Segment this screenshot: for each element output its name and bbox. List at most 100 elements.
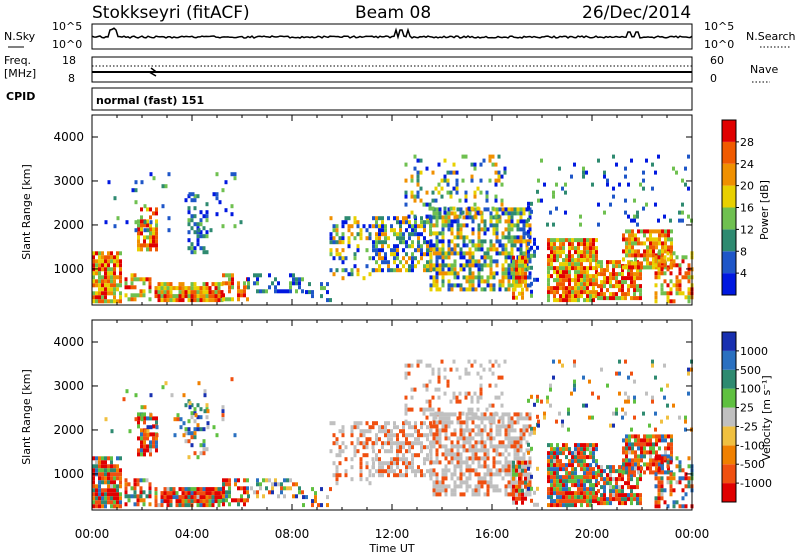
echo-cell (516, 239, 520, 244)
echo-cell (137, 424, 140, 429)
echo-cell (612, 264, 615, 269)
echo-cell (375, 248, 378, 253)
echo-cell (580, 278, 583, 283)
echo-cell (119, 484, 122, 489)
echo-cell (643, 450, 646, 455)
echo-cell (504, 432, 508, 437)
echo-cell (501, 251, 505, 256)
echo-cell (513, 243, 517, 248)
echo-cell (657, 251, 661, 256)
echo-cell (414, 441, 417, 446)
echo-cell (580, 463, 583, 468)
echo-cell (669, 218, 672, 223)
echo-cell (453, 211, 457, 216)
echo-cell (589, 238, 592, 243)
echo-cell (637, 265, 640, 270)
echo-cell (657, 468, 661, 473)
echo-cell (628, 434, 631, 439)
echo-cell (480, 444, 484, 449)
echo-cell (580, 491, 583, 496)
echo-cell (634, 233, 637, 238)
echo-cell (101, 299, 104, 304)
echo-cell (547, 262, 550, 267)
echo-cell (577, 258, 580, 263)
echo-cell (137, 231, 140, 236)
echo-cell (565, 499, 568, 504)
echo-cell (256, 273, 259, 278)
echo-cell (211, 294, 215, 299)
echo-cell (467, 391, 471, 396)
echo-cell (113, 291, 116, 296)
echo-cell (527, 205, 530, 210)
echo-cell (670, 434, 673, 439)
echo-cell (155, 207, 158, 212)
echo-cell (464, 198, 468, 203)
echo-cell (521, 259, 524, 264)
echo-cell (172, 495, 176, 500)
echo-cell (450, 444, 454, 449)
echo-cell (533, 277, 536, 282)
echo-cell (568, 290, 571, 295)
echo-cell (462, 472, 466, 477)
echo-cell (507, 492, 511, 497)
echo-cell (681, 210, 684, 215)
echo-cell (222, 478, 225, 483)
echo-cell (155, 235, 158, 240)
echo-cell (423, 220, 426, 225)
echo-cell (552, 222, 555, 227)
echo-cell (550, 443, 553, 448)
echo-cell (567, 407, 570, 412)
echo-cell (426, 445, 429, 450)
echo-cell (501, 263, 505, 268)
echo-cell (145, 494, 149, 499)
echo-cell (495, 211, 499, 216)
echo-cell (140, 444, 143, 449)
echo-cell (163, 294, 167, 299)
echo-cell (432, 243, 436, 248)
echo-cell (654, 271, 658, 276)
echo-cell (580, 443, 583, 448)
echo-cell (152, 227, 155, 232)
echo-cell (414, 453, 417, 458)
echo-cell (556, 491, 559, 496)
echo-cell (521, 488, 524, 493)
echo-cell (184, 491, 188, 496)
echo-cell (221, 405, 225, 410)
echo-cell (556, 282, 559, 287)
echo-cell (603, 292, 606, 297)
echo-cell (488, 383, 492, 388)
echo-cell (161, 204, 165, 209)
echo-cell (444, 219, 448, 224)
echo-cell (179, 417, 183, 422)
echo-cell (527, 201, 530, 206)
echo-cell (675, 464, 679, 469)
echo-cell (187, 210, 191, 215)
echo-cell (116, 504, 119, 509)
echo-cell (516, 211, 520, 216)
nave-label: Nave (750, 63, 778, 76)
echo-cell (522, 239, 526, 244)
echo-cell (143, 416, 146, 421)
echo-cell (335, 477, 339, 482)
echo-cell (477, 448, 481, 453)
echo-cell (411, 453, 414, 458)
echo-cell (172, 286, 176, 291)
echo-cell (154, 495, 158, 500)
echo-cell (446, 190, 450, 195)
echo-cell (669, 476, 673, 481)
echo-cell (556, 479, 559, 484)
echo-cell (615, 284, 618, 289)
echo-cell (483, 279, 487, 284)
echo-cell (603, 272, 606, 277)
echo-cell (134, 220, 138, 225)
echo-cell (480, 267, 484, 272)
echo-cell (666, 295, 670, 300)
echo-cell (571, 451, 574, 456)
echo-cell (477, 456, 481, 461)
echo-cell (101, 259, 104, 264)
echo-cell (512, 275, 515, 280)
echo-cell (411, 252, 414, 257)
echo-cell (243, 486, 246, 491)
echo-cell (317, 503, 320, 508)
echo-cell (495, 472, 499, 477)
